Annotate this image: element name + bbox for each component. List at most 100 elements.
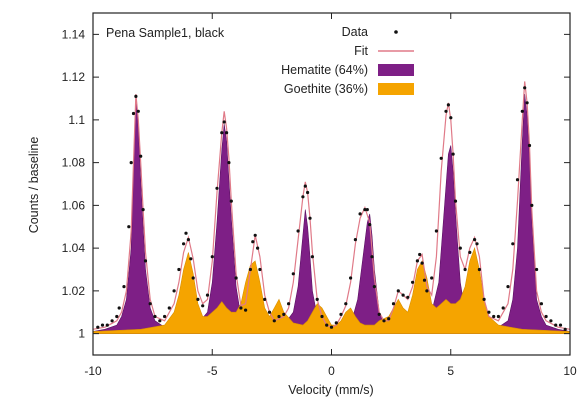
- chart-title: Pena Sample1, black: [106, 26, 225, 40]
- data-point: [451, 152, 455, 156]
- data-point: [449, 116, 453, 120]
- data-point: [222, 120, 226, 124]
- data-point: [244, 308, 248, 312]
- data-point: [186, 238, 190, 242]
- legend-swatch-area: [378, 64, 414, 76]
- legend-label: Fit: [354, 44, 368, 58]
- x-tick-label: 0: [328, 364, 335, 378]
- y-tick-label: 1.06: [62, 198, 86, 212]
- data-point: [184, 231, 188, 235]
- data-point: [544, 314, 548, 319]
- data-point: [315, 297, 319, 301]
- data-point: [229, 199, 233, 203]
- data-point: [411, 280, 415, 284]
- data-point: [205, 293, 210, 297]
- data-point: [258, 267, 262, 272]
- data-point: [143, 259, 148, 263]
- data-point: [339, 312, 343, 316]
- data-point: [511, 242, 515, 246]
- data-point: [487, 310, 491, 314]
- data-point: [158, 319, 162, 323]
- data-point: [501, 306, 505, 310]
- data-point: [420, 261, 424, 265]
- data-point: [117, 306, 121, 310]
- x-tick-label: -5: [207, 364, 218, 378]
- data-point: [430, 276, 434, 280]
- data-point: [163, 314, 167, 319]
- data-point: [563, 327, 567, 331]
- data-point: [549, 319, 553, 323]
- data-point: [558, 323, 563, 327]
- data-point: [422, 278, 427, 282]
- data-point: [96, 325, 100, 329]
- data-point: [308, 216, 312, 220]
- data-point: [334, 321, 338, 325]
- data-point: [425, 289, 429, 293]
- data-point: [189, 257, 193, 261]
- legend-swatch-area: [378, 83, 414, 95]
- data-point: [482, 297, 486, 301]
- data-point: [387, 317, 391, 321]
- hematite-area: [92, 94, 571, 334]
- data-point: [468, 250, 472, 254]
- y-tick-label: 1.04: [62, 241, 86, 255]
- legend-label: Data: [342, 25, 368, 39]
- data-point: [272, 319, 276, 323]
- y-tick-label: 1.14: [62, 27, 86, 41]
- y-tick-label: 1.02: [62, 284, 86, 298]
- data-point: [122, 285, 126, 289]
- data-point: [406, 295, 410, 299]
- data-point: [291, 272, 295, 276]
- data-point: [296, 229, 300, 233]
- legend: Data Fit Hematite (64%) Goethite (36%): [281, 25, 414, 96]
- plot-area: [92, 81, 571, 334]
- data-point: [115, 314, 119, 319]
- data-point: [127, 225, 131, 229]
- data-point: [446, 103, 450, 107]
- data-point: [225, 131, 229, 135]
- data-point: [401, 293, 405, 297]
- data-point: [396, 289, 400, 293]
- data-point: [210, 255, 214, 259]
- data-point: [177, 267, 181, 272]
- data-point: [220, 131, 224, 135]
- data-point: [248, 267, 252, 272]
- data-point: [303, 184, 307, 188]
- data-point: [377, 312, 381, 316]
- data-point: [363, 208, 367, 212]
- data-point: [153, 314, 157, 319]
- data-point: [554, 323, 558, 327]
- data-point: [134, 94, 138, 98]
- data-point: [530, 203, 534, 207]
- data-point: [458, 246, 462, 250]
- data-point: [370, 255, 374, 259]
- data-point: [496, 314, 500, 319]
- data-point: [215, 186, 219, 190]
- data-point: [172, 289, 176, 293]
- y-axis-label: Counts / baseline: [27, 137, 41, 234]
- x-tick-label: 10: [563, 364, 577, 378]
- data-point: [477, 267, 481, 272]
- data-point: [105, 323, 109, 327]
- data-point: [527, 143, 532, 148]
- data-point: [506, 285, 510, 289]
- data-point: [520, 109, 524, 113]
- data-point: [368, 223, 372, 227]
- data-point: [263, 297, 267, 301]
- axis-ticks: -10 -5 0 5 10 1 1.02 1.04 1.06 1.08 1.1 1.12 1.14: [62, 13, 577, 378]
- data-point: [277, 314, 281, 319]
- data-point: [182, 242, 186, 246]
- data-point: [256, 246, 260, 250]
- data-point: [453, 199, 458, 203]
- y-tick-label: 1.1: [68, 113, 85, 127]
- data-point: [391, 302, 396, 306]
- data-point: [523, 86, 527, 90]
- y-tick-label: 1.12: [62, 70, 86, 84]
- data-point: [306, 190, 310, 195]
- data-point: [365, 208, 369, 212]
- data-point: [136, 109, 140, 113]
- data-point: [473, 238, 477, 242]
- data-point: [227, 161, 231, 165]
- y-tick-label: 1: [78, 327, 85, 341]
